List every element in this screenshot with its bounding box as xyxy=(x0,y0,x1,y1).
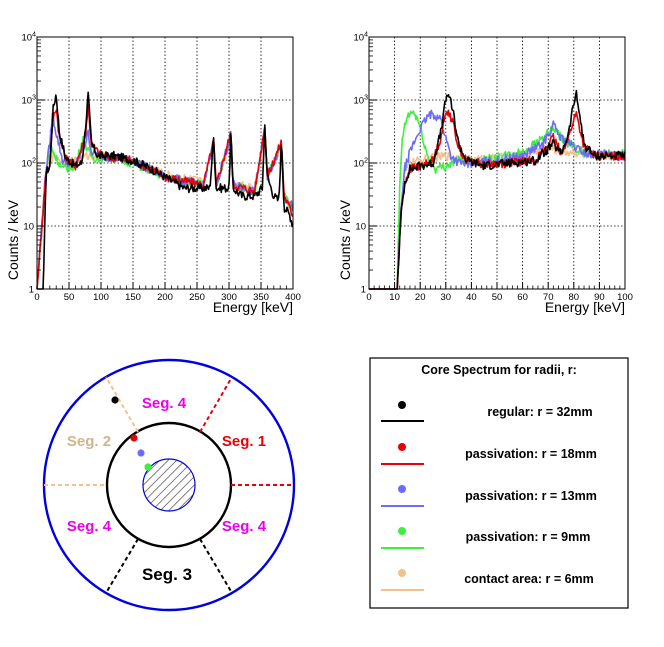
x-tick-label: 0 xyxy=(366,292,371,303)
y-tick-label: 10 xyxy=(23,222,34,233)
y-tick-exponent: 3 xyxy=(32,95,36,102)
y-tick-exponent: 4 xyxy=(364,32,368,39)
x-tick-label: 50 xyxy=(492,292,503,303)
seg-label-3: Seg. 3 xyxy=(142,565,192,584)
y-tick-label: 102 xyxy=(354,158,369,170)
y-tick-label: 104 xyxy=(22,32,37,44)
seg-label-1: Seg. 1 xyxy=(222,433,266,450)
marker-regular xyxy=(111,396,119,404)
hatched-contact-area xyxy=(142,458,196,512)
x-tick-label: 80 xyxy=(569,292,580,303)
legend-marker-r13 xyxy=(398,485,406,493)
x-tick-label: 400 xyxy=(285,292,301,303)
x-tick-label: 100 xyxy=(93,292,109,303)
series-line-0 xyxy=(37,91,294,290)
x-tick-label: 90 xyxy=(594,292,605,303)
detector-segment-diagram: Seg. 4 Seg. 2 Seg. 1 Seg. 4 Seg. 4 Seg. … xyxy=(42,358,296,612)
y-tick-label: 1 xyxy=(29,285,34,296)
boundary-lower-right xyxy=(199,538,233,594)
y-tick-label: 103 xyxy=(354,95,369,107)
x-tick-label: 30 xyxy=(441,292,452,303)
x-tick-label: 300 xyxy=(221,292,237,303)
legend-frame xyxy=(369,357,629,609)
y-tick-label: 102 xyxy=(22,158,37,170)
y-tick-exponent: 2 xyxy=(364,158,368,165)
x-tick-label: 0 xyxy=(34,292,39,303)
legend-entry-r18: passivation: r = 18mm xyxy=(465,447,597,461)
x-tick-label: 50 xyxy=(64,292,75,303)
right-y-axis-label: Counts / keV xyxy=(337,199,353,280)
boundary-lower-left xyxy=(105,538,139,594)
right-x-axis-label: Energy [keV] xyxy=(545,299,625,315)
legend-marker-r18 xyxy=(398,443,406,451)
series-line-1 xyxy=(369,109,626,290)
y-tick-exponent: 4 xyxy=(32,32,36,39)
x-tick-label: 60 xyxy=(517,292,528,303)
x-tick-label: 40 xyxy=(466,292,477,303)
x-tick-label: 10 xyxy=(389,292,400,303)
series-line-0 xyxy=(369,89,626,290)
left-spectrum-panel: 0 50 100 150 200 250 300 350 400 1 10 102 103 104 Ene… xyxy=(5,32,301,316)
y-tick-label: 1 xyxy=(361,285,366,296)
legend-box: Core Spectrum for radii, r: regular: r =… xyxy=(369,357,629,609)
seg-label-right-bottom: Seg. 4 xyxy=(222,518,267,535)
y-tick-label: 104 xyxy=(354,32,369,44)
x-tick-label: 200 xyxy=(157,292,173,303)
legend-title: Core Spectrum for radii, r: xyxy=(421,363,577,377)
legend-marker-r9 xyxy=(398,527,406,535)
legend-marker-contact xyxy=(398,569,406,577)
seg-label-2: Seg. 2 xyxy=(67,433,111,450)
left-y-axis-label: Counts / keV xyxy=(5,199,21,280)
legend-entry-contact: contact area: r = 6mm xyxy=(464,572,594,586)
y-tick-label: 10 xyxy=(355,222,366,233)
x-tick-label: 70 xyxy=(543,292,554,303)
boundary-upper-left xyxy=(105,376,139,433)
legend-entry-r13: passivation: r = 13mm xyxy=(465,489,597,503)
left-x-axis-label: Energy [keV] xyxy=(213,299,293,315)
legend-entry-r9: passivation: r = 9mm xyxy=(466,530,591,544)
plot-frame-overlay xyxy=(368,36,626,290)
y-tick-exponent: 3 xyxy=(364,95,368,102)
marker-r9 xyxy=(144,463,152,471)
x-tick-label: 150 xyxy=(125,292,141,303)
legend-marker-regular xyxy=(398,401,406,409)
seg-label-left-bottom: Seg. 4 xyxy=(67,518,112,535)
x-tick-label: 100 xyxy=(617,292,633,303)
marker-r18 xyxy=(130,434,138,442)
plot-frame-overlay xyxy=(36,36,294,290)
x-tick-label: 250 xyxy=(189,292,205,303)
marker-r13 xyxy=(137,449,145,457)
seg-label-top: Seg. 4 xyxy=(142,395,187,412)
y-tick-label: 103 xyxy=(22,95,37,107)
x-tick-label: 350 xyxy=(253,292,269,303)
boundary-upper-right xyxy=(199,376,233,433)
series-line-2 xyxy=(369,109,626,290)
legend-entry-regular: regular: r = 32mm xyxy=(487,405,592,419)
x-tick-label: 20 xyxy=(415,292,426,303)
y-tick-exponent: 2 xyxy=(32,158,36,165)
